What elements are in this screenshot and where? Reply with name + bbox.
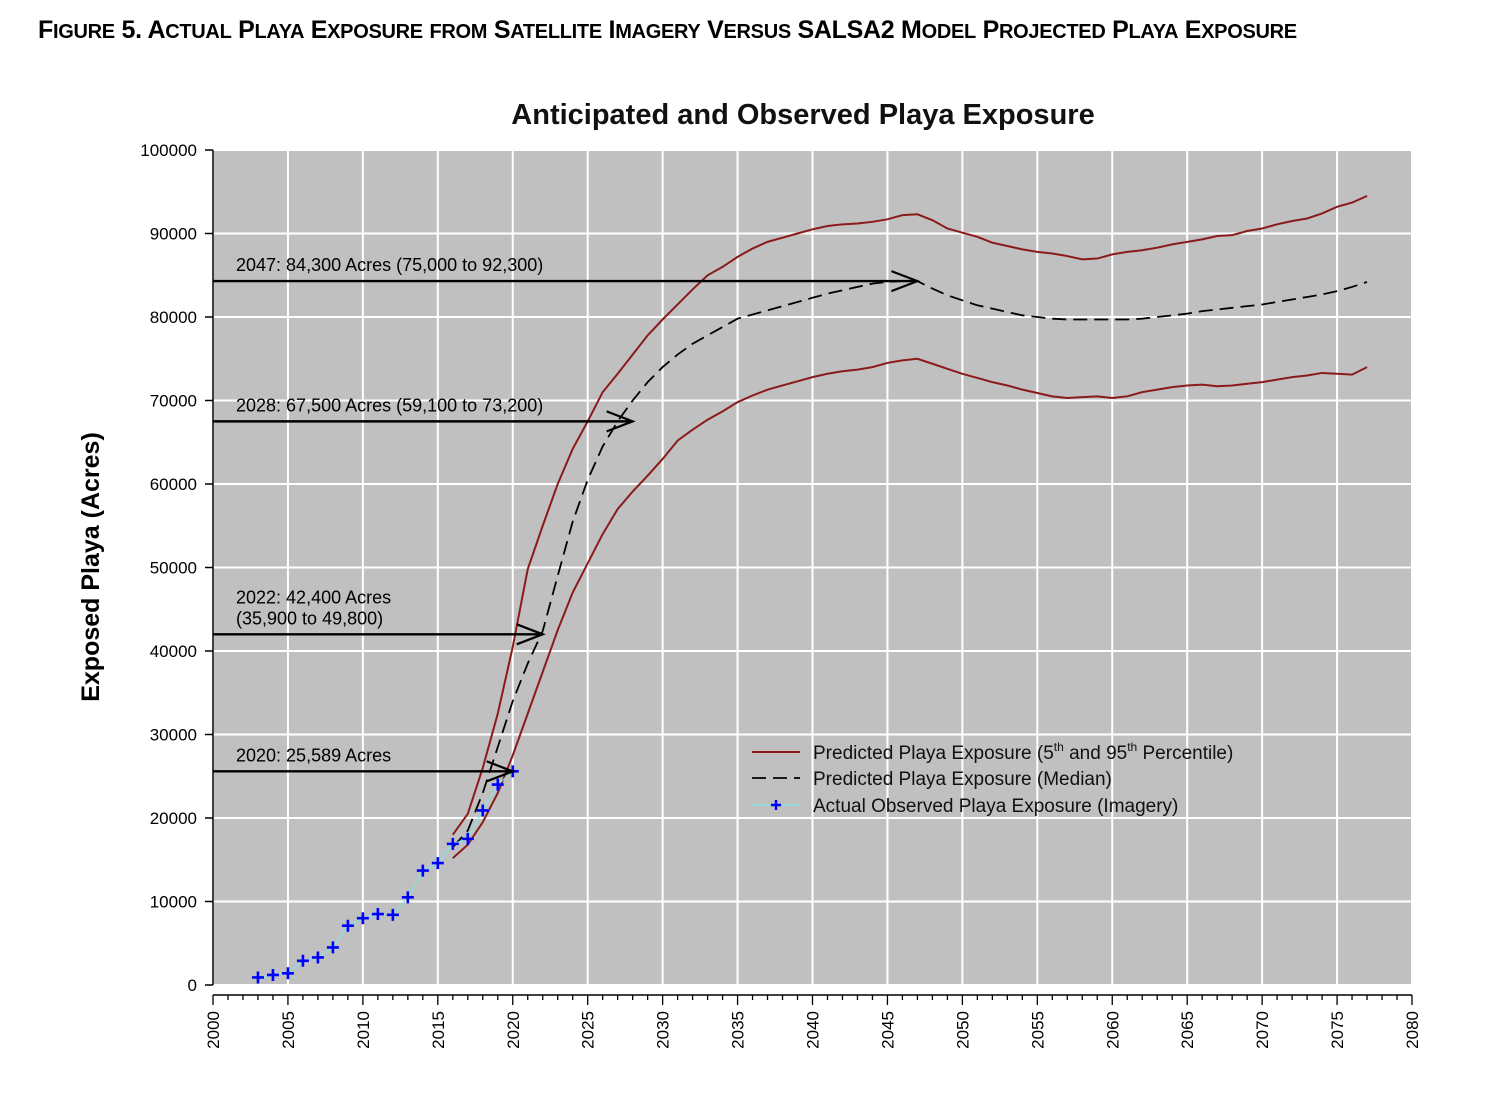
series-line-observed	[257, 770, 514, 979]
x-tick-label: 2005	[279, 1011, 298, 1049]
y-tick-label: 70000	[150, 392, 197, 411]
x-tick-label: 2075	[1328, 1011, 1347, 1049]
legend-swatch-observed-marker	[771, 800, 781, 810]
x-tick-label: 2020	[504, 1011, 523, 1049]
observed-point-marker	[251, 971, 264, 984]
observed-point-marker	[386, 908, 399, 921]
annotation-arrowhead	[891, 270, 921, 293]
figure-caption: FIGURE 5. ACTUAL PLAYA EXPOSURE FROM SAT…	[38, 16, 1297, 44]
x-tick-label: 2010	[354, 1011, 373, 1049]
y-axis-label: Exposed Playa (Acres)	[77, 432, 105, 702]
observed-point-marker	[431, 857, 444, 870]
y-tick-label: 50000	[150, 559, 197, 578]
observed-point-marker	[416, 864, 429, 877]
observed-point-marker	[371, 908, 384, 921]
x-tick-label: 2015	[429, 1011, 448, 1049]
annotation-label: 2047: 84,300 Acres (75,000 to 92,300)	[236, 255, 543, 275]
observed-point-marker	[326, 941, 339, 954]
y-tick-label: 40000	[150, 642, 197, 661]
y-tick-label: 0	[188, 976, 197, 995]
observed-point-marker	[281, 967, 294, 980]
series-line-p5	[452, 357, 1368, 859]
x-tick-label: 2070	[1253, 1011, 1272, 1049]
annotation-arrowhead	[486, 760, 516, 783]
x-tick-label: 2080	[1403, 1011, 1422, 1049]
x-tick-label: 2060	[1103, 1011, 1122, 1049]
legend-label-part: Percentile)	[1137, 743, 1233, 764]
observed-point-marker	[356, 912, 369, 925]
legend-label-part: Predicted Playa Exposure (5	[813, 743, 1054, 764]
y-tick-label: 80000	[150, 308, 197, 327]
y-tick-label: 30000	[150, 726, 197, 745]
observed-point-marker	[266, 968, 279, 981]
series-line-p95	[451, 195, 1368, 836]
annotation-label: (35,900 to 49,800)	[236, 608, 383, 628]
x-tick-label: 2035	[729, 1011, 748, 1049]
observed-point-marker	[296, 954, 309, 967]
observed-point-marker	[341, 919, 354, 932]
x-tick-label: 2040	[804, 1011, 823, 1049]
observed-point-marker	[491, 778, 504, 791]
y-tick-label: 10000	[150, 893, 197, 912]
y-tick-label: 100000	[140, 141, 197, 160]
x-tick-label: 2045	[878, 1011, 897, 1049]
legend-label: Predicted Playa Exposure (5th and 95th P…	[813, 740, 1233, 764]
x-tick-label: 2000	[204, 1011, 223, 1049]
annotation-label: 2020: 25,589 Acres	[236, 745, 391, 765]
y-tick-label: 60000	[150, 475, 197, 494]
legend-label: Actual Observed Playa Exposure (Imagery)	[813, 796, 1178, 817]
plot-area: 0 10000 20000 30000 40000 50000 60000 70000 8000…	[140, 141, 1422, 1049]
chart-title: Anticipated and Observed Playa Exposure	[511, 99, 1094, 131]
legend-label-superscript: th	[1054, 740, 1064, 754]
x-tick-label: 2065	[1178, 1011, 1197, 1049]
y-tick-label: 90000	[150, 225, 197, 244]
observed-point-marker	[446, 837, 459, 850]
legend-label-superscript: th	[1127, 740, 1137, 754]
observed-point-marker	[401, 891, 414, 904]
observed-point-marker	[461, 832, 474, 845]
observed-point-marker	[476, 804, 489, 817]
annotation-label: 2022: 42,400 Acres	[236, 587, 391, 607]
x-tick-label: 2030	[654, 1011, 673, 1049]
x-tick-label: 2055	[1028, 1011, 1047, 1049]
legend-label-part: and 95	[1064, 743, 1127, 764]
annotation-label: 2028: 67,500 Acres (59,100 to 73,200)	[236, 395, 543, 415]
x-tick-label: 2025	[579, 1011, 598, 1049]
y-tick-label: 20000	[150, 809, 197, 828]
observed-point-marker	[311, 951, 324, 964]
x-tick-label: 2050	[953, 1011, 972, 1049]
annotation-arrowhead	[516, 623, 546, 646]
legend-label: Predicted Playa Exposure (Median)	[813, 769, 1112, 790]
annotation-arrowhead	[606, 410, 636, 433]
